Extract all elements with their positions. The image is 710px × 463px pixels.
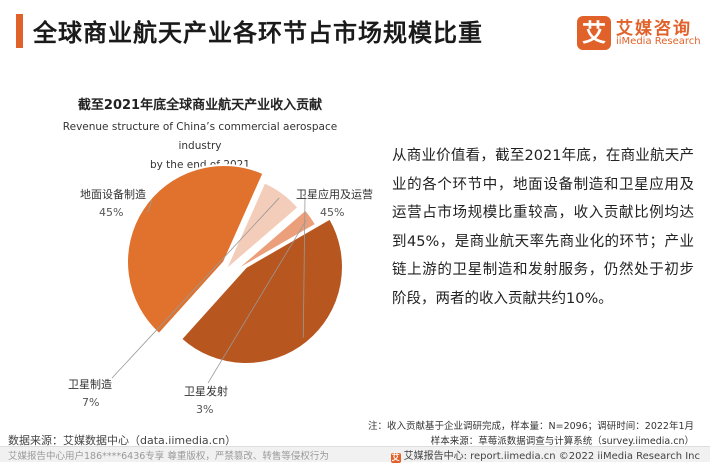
sample-source-note: 样本来源：草莓派数据调查与计算系统（survey.iimedia.cn） bbox=[430, 436, 694, 447]
pie-slice-ground-equipment bbox=[126, 164, 265, 336]
footer-bar bbox=[0, 446, 710, 462]
logo-mark-icon: 艾 bbox=[577, 16, 611, 50]
pie-slice-satellite-launch bbox=[231, 208, 318, 274]
slice-value-satellite-launch: 3% bbox=[196, 403, 214, 416]
sample-note: 注：收入贡献基于企业调研完成，样本量：N=2096；调研时间：2022年1月 bbox=[368, 421, 694, 432]
chart-title: 截至2021年底全球商业航天产业收入贡献 bbox=[77, 98, 323, 113]
slice-value-satellite-manufacturing: 7% bbox=[82, 396, 100, 409]
pie-slice-satellite-application bbox=[179, 217, 344, 365]
data-source: 数据来源：艾媒数据中心（data.iimedia.cn） bbox=[8, 434, 237, 447]
chart-subtitle: Revenue structure of China’s commercial … bbox=[40, 118, 360, 175]
slice-value-satellite-application: 45% bbox=[320, 206, 345, 219]
slice-label-ground-equipment: 地面设备制造 bbox=[80, 188, 146, 201]
slice-value-ground-equipment: 45% bbox=[99, 206, 124, 219]
chart-subtitle-line-1: Revenue structure of China’s commercial … bbox=[62, 121, 338, 152]
leader-line-satellite-launch bbox=[207, 220, 307, 384]
pie-leader-lines bbox=[111, 195, 307, 384]
pie-slice-satellite-manufacturing bbox=[224, 181, 300, 272]
leader-line-satellite-manufacturing bbox=[111, 197, 280, 379]
pie-slices bbox=[126, 164, 344, 365]
leader-line-ground-equipment bbox=[147, 199, 153, 213]
slice-label-satellite-application: 卫星应用及运营 bbox=[296, 188, 373, 201]
slice-label-satellite-launch: 卫星发射 bbox=[184, 385, 228, 398]
slice-label-satellite-manufacturing: 卫星制造 bbox=[68, 378, 112, 391]
logo-chinese-name: 艾媒咨询 bbox=[616, 19, 692, 39]
report-center-icon: 艾 bbox=[390, 453, 401, 463]
analysis-paragraph: 从商业价值看，截至2021年底，在商业航天产业的各个环节中，地面设备制造和卫星应… bbox=[392, 148, 694, 307]
page-title: 全球商业航天产业各环节占市场规模比重 bbox=[33, 19, 483, 47]
title-accent-bar bbox=[16, 14, 23, 48]
iimedia-logo: 艾 艾媒咨询 iiMedia Research bbox=[577, 14, 702, 54]
leader-line-satellite-application bbox=[302, 195, 306, 338]
footer-report-text: 艾媒报告中心: report.iimedia.cn ©2022 iiMedia … bbox=[403, 451, 700, 462]
footer-copyright-notice: 艾媒报告中心用户186****6436专享 尊重版权，严禁篡改、转售等侵权行为 bbox=[8, 451, 329, 462]
logo-english-name: iiMedia Research bbox=[616, 36, 701, 47]
footer-report-link: 艾艾媒报告中心: report.iimedia.cn ©2022 iiMedia… bbox=[390, 447, 700, 463]
